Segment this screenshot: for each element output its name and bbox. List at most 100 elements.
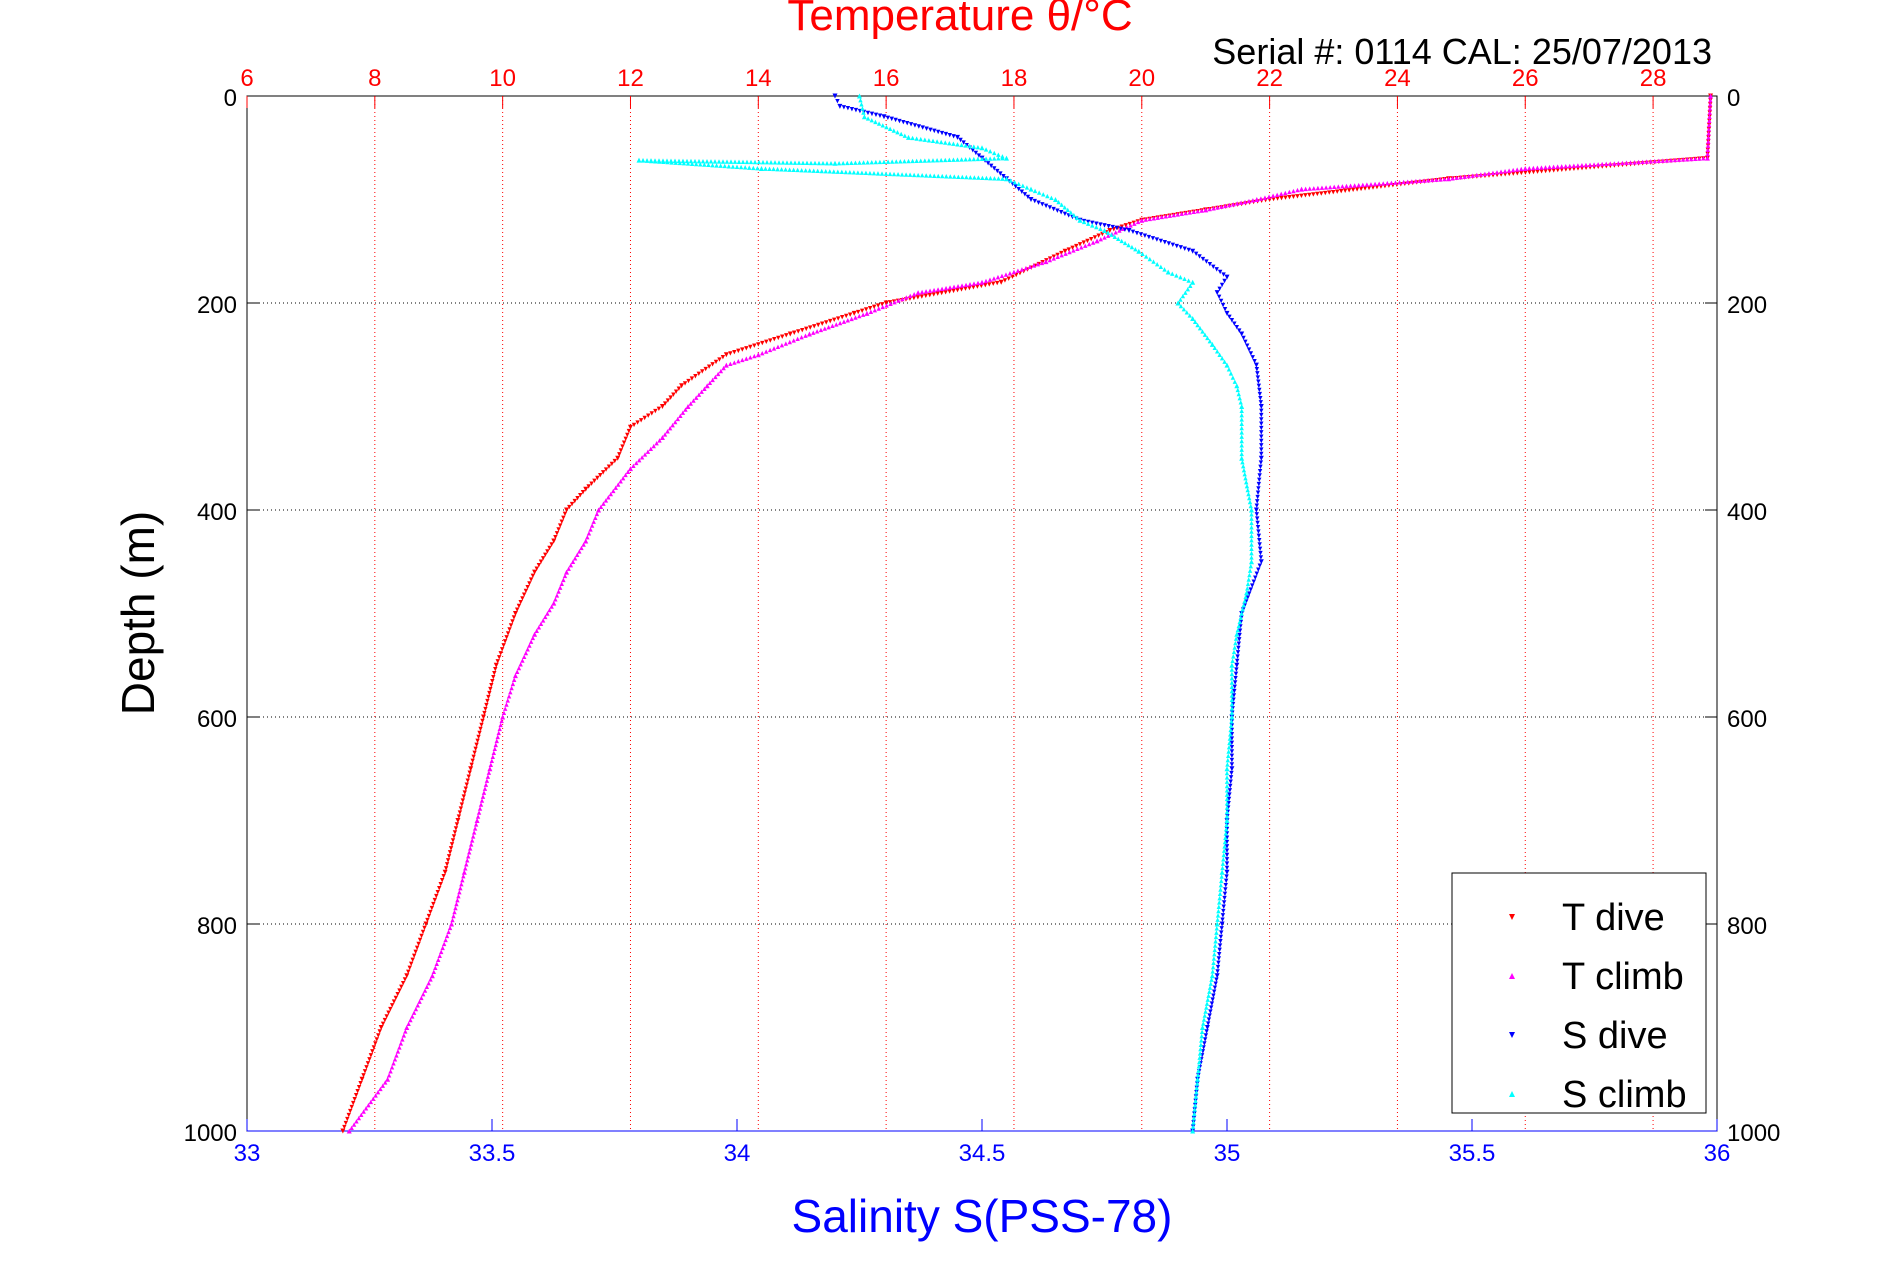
data-point [998, 171, 1003, 176]
data-point [1183, 210, 1188, 216]
data-point [967, 282, 973, 287]
data-point [971, 281, 977, 286]
data-point [1323, 190, 1328, 196]
data-point [1202, 1013, 1207, 1018]
data-point [583, 538, 589, 544]
data-point [1126, 228, 1132, 234]
data-point [432, 897, 438, 903]
data-point [1195, 208, 1200, 214]
data-point [1201, 1017, 1207, 1022]
data-point [460, 798, 466, 803]
chart-title: Temperature θ/°C [787, 0, 1132, 40]
data-point [723, 352, 729, 358]
data-point [804, 326, 809, 332]
data-point [724, 159, 730, 164]
data-point [436, 957, 441, 963]
data-point [1209, 973, 1215, 979]
data-point [1178, 297, 1183, 302]
data-point [547, 545, 552, 551]
data-point [716, 159, 722, 164]
data-point [1228, 723, 1234, 728]
data-point [1235, 658, 1240, 664]
data-point [1241, 467, 1247, 473]
data-point [742, 165, 748, 170]
data-point [495, 734, 500, 740]
data-point [883, 171, 889, 176]
data-point [437, 885, 442, 891]
data-point [1006, 276, 1011, 281]
data-point [1107, 228, 1113, 234]
data-point [1259, 434, 1264, 439]
data-point [764, 339, 769, 345]
data-point [824, 160, 830, 166]
data-point [1102, 223, 1107, 228]
data-point [895, 130, 900, 135]
data-point [910, 135, 915, 141]
data-point [732, 159, 738, 164]
data-point [1239, 430, 1244, 435]
data-point [480, 714, 486, 720]
data-point [406, 1021, 411, 1027]
data-point [1636, 159, 1641, 165]
data-point [1207, 338, 1213, 344]
data-point [439, 878, 445, 883]
data-point [1705, 151, 1710, 157]
data-point [685, 404, 691, 409]
data-point [510, 681, 516, 687]
x-top-tick-label: 8 [368, 65, 381, 92]
data-point [1229, 688, 1235, 694]
data-point [752, 343, 757, 348]
data-point [811, 330, 816, 335]
data-point [1110, 224, 1115, 230]
data-point [901, 119, 906, 125]
data-point [1591, 162, 1597, 167]
data-point [669, 160, 674, 165]
data-point [951, 284, 957, 290]
data-point [876, 306, 881, 311]
data-point [534, 628, 539, 633]
data-point [525, 584, 530, 590]
data-point [453, 905, 458, 911]
data-point [583, 486, 589, 492]
data-point [380, 1083, 386, 1088]
data-point [691, 398, 696, 403]
data-point [1235, 650, 1241, 655]
data-point [1291, 188, 1296, 194]
data-point [383, 1080, 388, 1085]
data-point [1616, 160, 1621, 166]
data-point [1206, 1017, 1212, 1022]
data-point [422, 925, 427, 931]
data-point [959, 142, 964, 148]
data-point [1231, 649, 1237, 655]
data-point [479, 722, 484, 728]
data-point [1247, 591, 1252, 596]
data-point [889, 159, 895, 164]
data-point [482, 786, 488, 791]
data-point [536, 625, 542, 630]
data-point [922, 158, 928, 163]
data-point [448, 846, 454, 851]
data-point [352, 1096, 357, 1102]
data-point [955, 142, 960, 147]
data-point [493, 662, 499, 668]
data-point [361, 1109, 366, 1114]
data-point [1226, 796, 1232, 802]
data-point [1212, 943, 1218, 948]
data-point [1229, 714, 1235, 720]
data-point [1146, 234, 1152, 240]
data-point [640, 158, 646, 163]
data-point [572, 498, 577, 504]
data-point [343, 1120, 349, 1126]
data-point [518, 600, 523, 605]
data-point [1249, 555, 1254, 560]
data-point [706, 364, 712, 369]
data-point [378, 1025, 384, 1030]
data-point [1228, 775, 1234, 780]
data-point [1229, 697, 1235, 702]
data-point [487, 766, 493, 772]
data-point [419, 933, 424, 939]
data-point [449, 921, 455, 927]
data-point [951, 288, 956, 294]
data-point [975, 144, 981, 150]
data-point [1217, 947, 1222, 953]
